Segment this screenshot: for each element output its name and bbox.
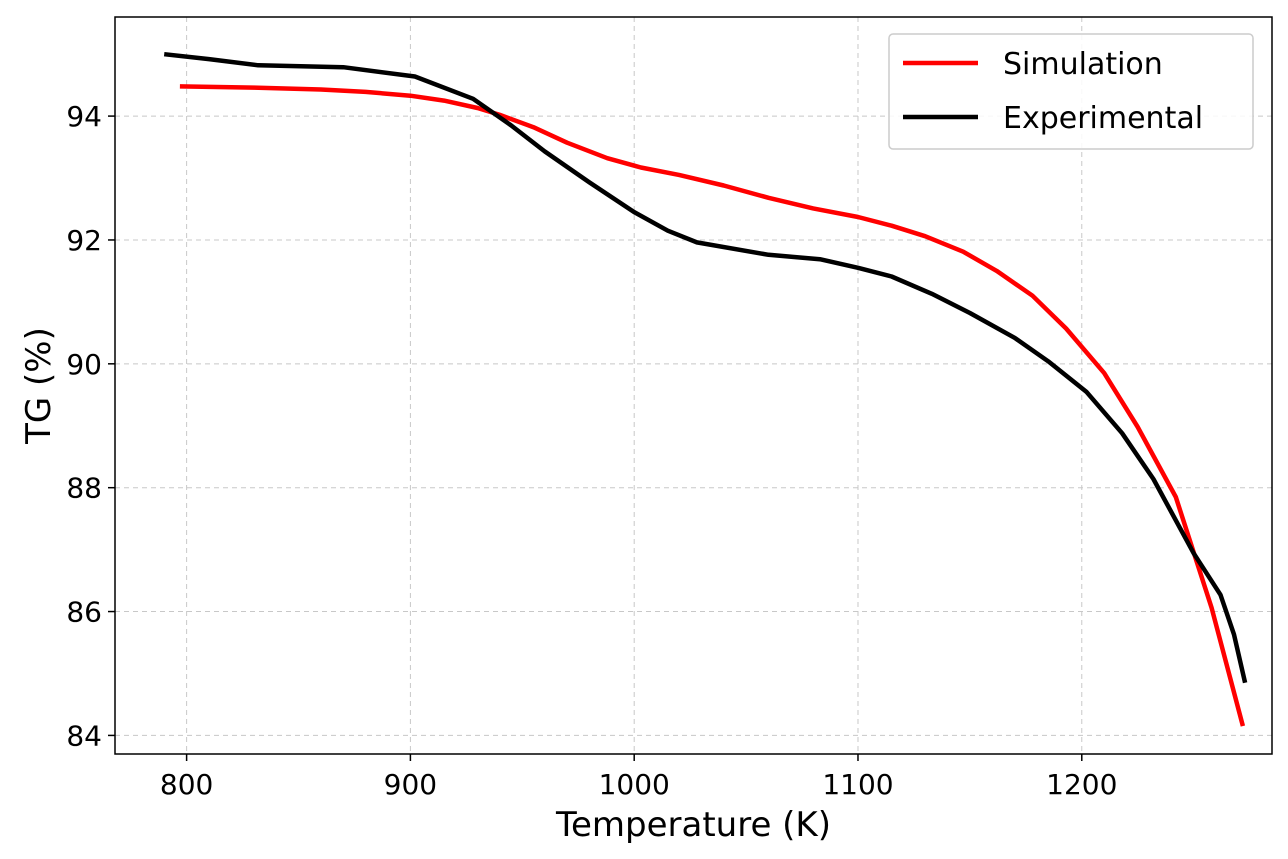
y-tick-label: 88 <box>66 472 102 505</box>
x-tick-label: 1000 <box>599 768 670 801</box>
x-tick-label: 1100 <box>822 768 893 801</box>
y-tick-label: 92 <box>66 224 102 257</box>
series-lines <box>163 51 1248 727</box>
axis-ticks: 800 900 1000 1100 1200 84 86 88 90 92 94 <box>66 100 1117 801</box>
x-axis-title: Temperature (K) <box>555 805 831 845</box>
plot-area-frame <box>114 16 1273 755</box>
series-line-simulation <box>179 84 1246 727</box>
y-tick-label: 86 <box>66 596 102 629</box>
x-tick-label: 800 <box>160 768 213 801</box>
y-tick-label: 84 <box>66 719 102 752</box>
legend-label-experimental: Experimental <box>1003 101 1203 136</box>
legend: Simulation Experimental <box>888 33 1254 150</box>
series-line-experimental <box>163 51 1248 684</box>
y-axis-title: TG (%) <box>19 327 59 445</box>
legend-box <box>888 33 1254 150</box>
x-tick-label: 1200 <box>1046 768 1117 801</box>
x-tick-label: 900 <box>384 768 437 801</box>
y-tick-label: 94 <box>66 100 102 133</box>
y-tick-label: 90 <box>66 348 102 381</box>
legend-label-simulation: Simulation <box>1003 47 1163 82</box>
